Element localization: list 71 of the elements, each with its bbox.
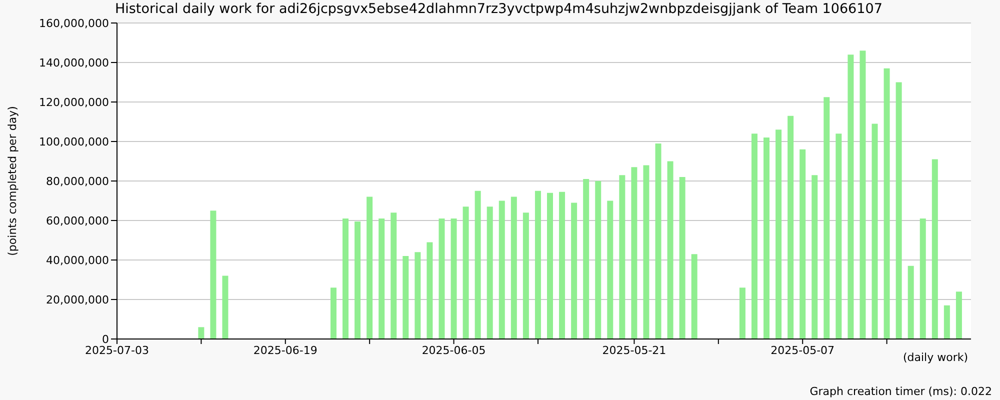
- bar: [474, 190, 481, 339]
- y-tick-label: 120,000,000: [39, 96, 109, 109]
- bar: [944, 305, 950, 339]
- bar: [800, 149, 806, 339]
- bar: [390, 212, 397, 339]
- bar: [896, 82, 902, 339]
- y-tick-label: 60,000,000: [46, 214, 109, 228]
- bar: [932, 159, 938, 339]
- x-tick-label: 2025-06-05: [422, 344, 486, 357]
- text: Graph creation timer (ms): 0.022: [810, 385, 992, 398]
- bar: [595, 181, 602, 339]
- bar: [872, 124, 878, 339]
- bar: [354, 221, 361, 339]
- bar: [619, 175, 626, 339]
- bar: [751, 134, 758, 339]
- bar: [739, 288, 746, 339]
- bar: [788, 116, 794, 339]
- bar: [848, 54, 854, 339]
- bar: [583, 179, 590, 339]
- bar: [836, 134, 842, 339]
- bar: [559, 192, 566, 339]
- bar: [571, 202, 578, 339]
- bar: [534, 190, 541, 339]
- bar: [824, 97, 830, 339]
- y-tick-label: 0: [102, 332, 109, 346]
- y-tick-label: 40,000,000: [46, 254, 109, 267]
- y-axis-title: (points completed per day): [6, 106, 19, 256]
- bar: [450, 218, 457, 339]
- x-axis-title: (daily work): [902, 351, 968, 364]
- bar: [860, 50, 866, 339]
- bar: [547, 192, 553, 339]
- bar: [667, 161, 674, 339]
- bar: [486, 206, 493, 339]
- bar: [956, 292, 962, 339]
- bar: [222, 276, 228, 339]
- bar: [426, 242, 433, 339]
- bar: [366, 196, 373, 339]
- y-tick-label: 160,000,000: [39, 16, 109, 30]
- bar: [908, 266, 914, 339]
- y-tick-label: 80,000,000: [46, 174, 109, 188]
- bar: [510, 196, 517, 339]
- bar: [812, 175, 818, 339]
- x-tick-label: 2025-07-03: [85, 344, 149, 357]
- y-tick-label: 20,000,000: [46, 293, 109, 306]
- x-tick-label: 2025-05-07: [770, 344, 835, 357]
- bar: [210, 210, 216, 339]
- bar: [655, 143, 662, 339]
- bar: [402, 256, 409, 339]
- bar: [414, 252, 421, 339]
- bar: [691, 254, 698, 339]
- bar: [643, 165, 650, 339]
- bar: [438, 218, 445, 339]
- x-tick-label: 2025-06-19: [253, 344, 318, 357]
- bar: [522, 212, 529, 339]
- y-tick-label: 140,000,000: [39, 56, 109, 70]
- bar: [776, 130, 782, 339]
- bar: [607, 200, 614, 339]
- chart-title: Historical daily work for adi26jcpsgvx5ebse42dlahmn7rz3yvctpwp4m4suhzjw2wnbpzdeisgjjank of Team 1066107: [115, 1, 882, 17]
- x-tick-label: 2025-05-21: [602, 344, 666, 357]
- bar: [920, 218, 926, 339]
- bar: [631, 167, 638, 339]
- bar: [764, 138, 770, 339]
- y-tick-label: 100,000,000: [39, 135, 109, 148]
- bar: [462, 206, 469, 339]
- bar: [884, 68, 890, 339]
- bar: [342, 218, 349, 339]
- bar: [378, 218, 385, 339]
- bar: [498, 200, 505, 339]
- bar: [679, 177, 686, 339]
- bar: [330, 288, 336, 339]
- bar: [198, 327, 204, 339]
